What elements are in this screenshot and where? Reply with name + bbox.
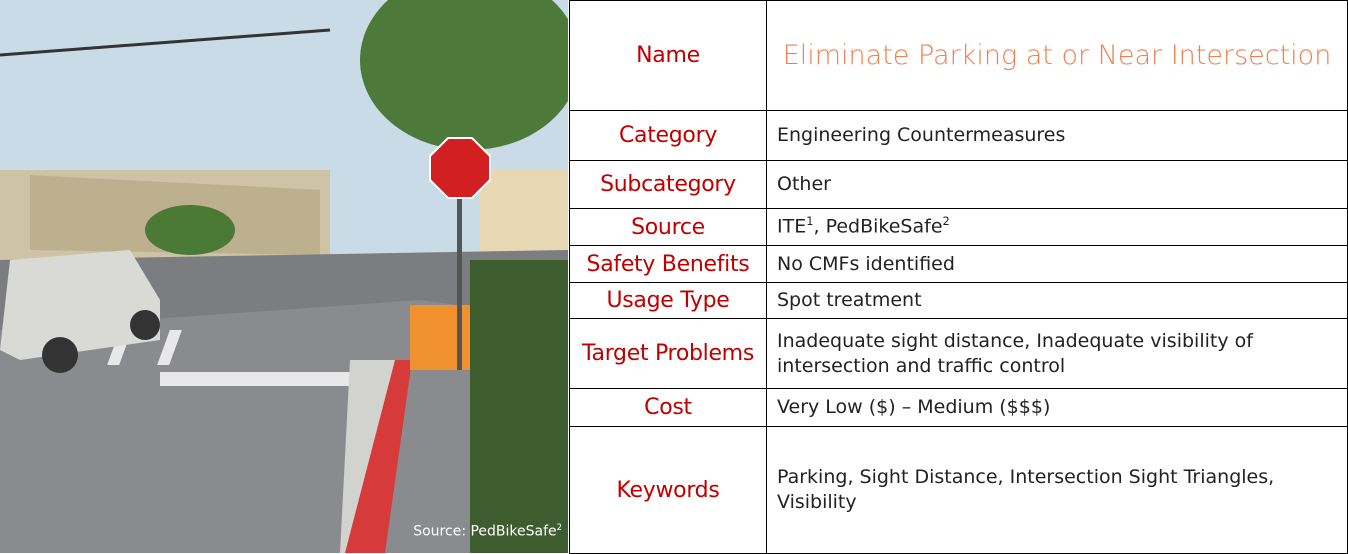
row-label: Usage Type (569, 282, 767, 319)
row-value: Spot treatment (766, 282, 1348, 319)
table-row: Safety Benefits No CMFs identified (569, 245, 1348, 283)
table-row: Subcategory Other (569, 160, 1348, 209)
caption-note: 2 (556, 522, 562, 532)
row-label: Category (569, 110, 767, 161)
table-row: Keywords Parking, Sight Distance, Interse… (569, 426, 1348, 554)
row-label: Target Problems (569, 318, 767, 389)
row-label: Source (569, 208, 767, 246)
row-label: Name (569, 0, 767, 111)
table-row: Target Problems Inadequate sight distance… (569, 318, 1348, 389)
table-row: Cost Very Low ($) – Medium ($$$) (569, 388, 1348, 427)
row-label: Cost (569, 388, 767, 427)
caption-text: Source: PedBikeSafe (413, 523, 557, 540)
info-table: Name Eliminate Parking at or Near Interse… (569, 0, 1348, 554)
row-value: Other (766, 160, 1348, 209)
table-row: Category Engineering Countermeasures (569, 110, 1348, 161)
table-row: Source ITE1, PedBikeSafe2 (569, 208, 1348, 246)
row-label: Keywords (569, 426, 767, 554)
photo (0, 0, 568, 553)
row-value: ITE1, PedBikeSafe2 (766, 208, 1348, 246)
title-value: Eliminate Parking at or Near Intersectio… (766, 0, 1348, 111)
row-value: Inadequate sight distance, Inadequate vi… (766, 318, 1348, 389)
row-value: No CMFs identified (766, 245, 1348, 283)
source-name: ITE (777, 215, 807, 238)
row-label: Subcategory (569, 160, 767, 209)
separator: , (813, 215, 826, 238)
photo-caption: Source: PedBikeSafe2 (300, 522, 562, 540)
footnote-ref: 2 (942, 214, 950, 229)
row-value: Very Low ($) – Medium ($$$) (766, 388, 1348, 427)
row-label: Safety Benefits (569, 245, 767, 283)
row-value: Parking, Sight Distance, Intersection Si… (766, 426, 1348, 554)
footnote-ref: 1 (806, 214, 814, 229)
row-value: Engineering Countermeasures (766, 110, 1348, 161)
table-row: Name Eliminate Parking at or Near Interse… (569, 0, 1348, 111)
table-row: Usage Type Spot treatment (569, 282, 1348, 319)
source-name: PedBikeSafe (825, 215, 943, 238)
